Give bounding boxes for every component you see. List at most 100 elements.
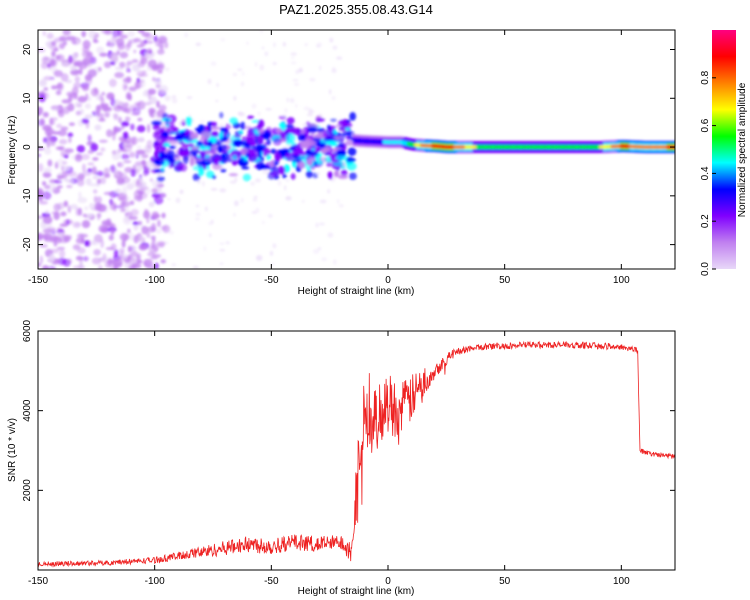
heatmap-cell: [176, 161, 184, 171]
heatmap-cell: [130, 208, 139, 216]
heatmap-cell: [207, 78, 212, 85]
heatmap-cell: [98, 118, 106, 122]
carrier-core: [575, 145, 579, 150]
heatmap-cell: [47, 159, 53, 167]
carrier-core: [388, 140, 392, 145]
heatmap-cell: [302, 200, 305, 203]
heatmap-cell: [101, 91, 105, 96]
heatmap-cell: [55, 90, 62, 96]
heatmap-cell: [143, 166, 150, 174]
heatmap-cell: [245, 137, 255, 144]
x-tick-label: 0: [385, 275, 391, 286]
heatmap-cell: [56, 83, 63, 89]
heatmap-cell: [195, 204, 200, 208]
heatmap-cell: [93, 234, 103, 243]
heatmap-cell: [300, 128, 305, 135]
carrier-core: [392, 140, 396, 145]
heatmap-cell: [335, 56, 343, 60]
carrier-core: [494, 145, 498, 150]
carrier-core: [655, 145, 659, 150]
carrier-core: [353, 138, 356, 143]
heatmap-cell: [95, 170, 105, 177]
carrier-core: [567, 145, 571, 150]
carrier-core: [530, 145, 534, 150]
heatmap-cell: [108, 78, 117, 88]
heatmap-cell: [84, 240, 90, 247]
carrier-core: [646, 145, 650, 150]
carrier-core: [407, 141, 411, 146]
carrier-core: [438, 144, 442, 149]
heatmap-cell: [150, 256, 159, 260]
carrier-core: [511, 145, 515, 150]
heatmap-cell: [231, 154, 238, 161]
heatmap-cell: [132, 63, 141, 72]
heatmap-cell: [40, 118, 45, 126]
carrier-core: [444, 144, 448, 149]
heatmap-cell: [295, 69, 300, 75]
heatmap-cell: [53, 179, 63, 185]
heatmap-cell: [316, 128, 326, 133]
heatmap-cell: [157, 192, 167, 199]
heatmap-cell: [60, 73, 69, 82]
heatmap-cell: [150, 242, 156, 249]
heatmap-cell: [122, 131, 129, 140]
heatmap-cell: [42, 265, 49, 269]
carrier-core: [455, 145, 459, 150]
heatmap-cell: [120, 200, 126, 205]
heatmap-cell: [132, 221, 139, 226]
heatmap-cell: [251, 103, 257, 109]
heatmap-cell: [349, 112, 357, 121]
heatmap-cell: [143, 210, 151, 219]
heatmap-cell: [262, 169, 269, 175]
carrier-core: [429, 143, 433, 148]
carrier-core: [446, 145, 450, 150]
carrier-core: [619, 144, 623, 149]
carrier-core: [509, 145, 513, 150]
heatmap-cell: [277, 180, 282, 186]
heatmap-cell: [161, 212, 166, 219]
heatmap-cell: [221, 136, 229, 142]
heatmap-cell: [285, 179, 290, 182]
heatmap-cell: [211, 121, 218, 127]
heatmap-cell: [262, 132, 272, 139]
carrier-core: [453, 145, 457, 150]
heatmap-cell: [156, 241, 166, 246]
heatmap-cell: [91, 166, 97, 175]
heatmap-cell: [333, 135, 344, 140]
heatmap-cell: [125, 144, 133, 148]
heatmap-cell: [271, 262, 275, 266]
heatmap-cell: [72, 221, 81, 229]
heatmap-cell: [97, 104, 105, 111]
heatmap-cell: [104, 111, 110, 118]
heatmap-cell: [77, 197, 88, 204]
heatmap-cell: [336, 199, 340, 204]
carrier-core: [541, 145, 545, 150]
heatmap-cell: [123, 102, 129, 108]
carrier-core: [565, 145, 569, 150]
heatmap-cell: [160, 259, 167, 264]
heatmap-cell: [41, 56, 50, 64]
heatmap-cell: [337, 174, 348, 180]
y-tick-label: -10: [22, 188, 33, 203]
heatmap-cell: [57, 185, 63, 189]
heatmap-cell: [141, 159, 146, 165]
carrier-core: [394, 140, 398, 145]
heatmap-cell: [57, 229, 65, 233]
colorbar-tick-label: 0.4: [700, 166, 711, 180]
carrier-core: [433, 144, 437, 149]
heatmap-cell: [42, 30, 46, 37]
heatmap-cell: [129, 200, 135, 206]
heatmap-cell: [292, 79, 299, 82]
heatmap-cell: [130, 169, 136, 177]
heatmap-cell: [70, 66, 77, 71]
carrier-core: [472, 145, 476, 150]
heatmap-cell: [340, 125, 346, 132]
heatmap-cell: [211, 175, 216, 179]
heatmap-cell: [130, 136, 136, 144]
heatmap-cell: [113, 249, 119, 257]
x-tick-label: 0: [385, 576, 391, 587]
heatmap-cell: [127, 94, 132, 101]
heatmap-cell: [127, 228, 131, 234]
heatmap-cell: [268, 214, 273, 218]
heatmap-cell: [153, 196, 164, 205]
